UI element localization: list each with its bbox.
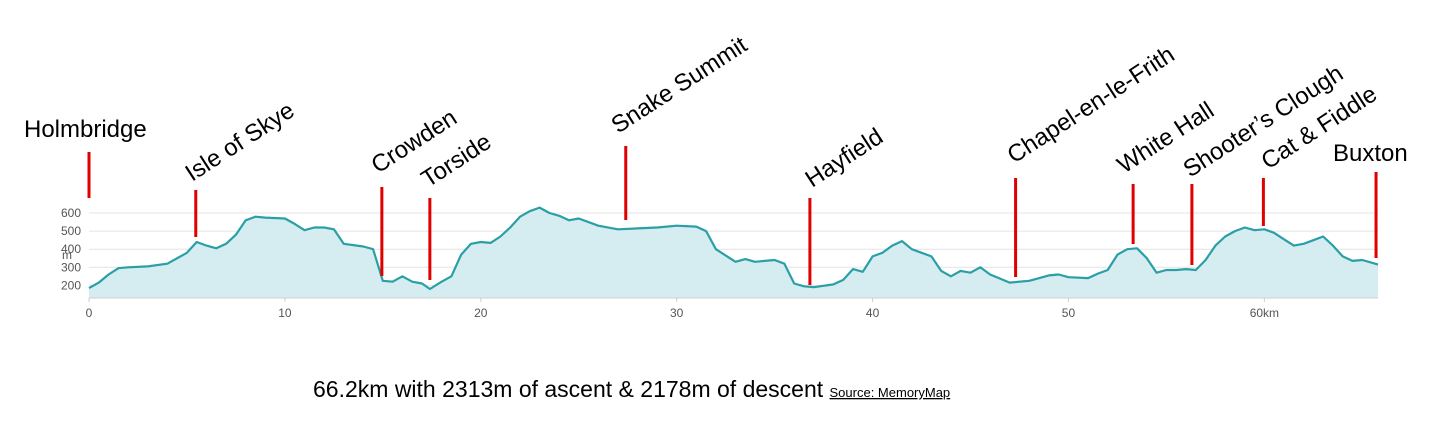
waypoint-label: Hayfield <box>801 123 888 193</box>
elevation-area <box>89 207 1378 298</box>
x-tick-label: 0 <box>86 306 93 320</box>
waypoint-label: Isle of Skye <box>181 97 300 187</box>
source: Source: MemoryMap <box>830 385 951 400</box>
caption-text: 66.2km with 2313m of ascent & 2178m of d… <box>313 376 824 402</box>
y-tick-label: 200 <box>61 278 81 292</box>
y-tick-label: 500 <box>61 224 81 238</box>
x-tick-label: 40 <box>866 306 880 320</box>
x-tick-label: 60km <box>1250 306 1279 320</box>
x-tick-label: 10 <box>278 306 292 320</box>
x-tick-label: 20 <box>474 306 488 320</box>
y-tick-label: 600 <box>61 206 81 220</box>
y-tick-label: 300 <box>61 260 81 274</box>
waypoint-label: Snake Summit <box>607 31 753 139</box>
waypoint-label: Buxton <box>1333 140 1408 167</box>
x-tick-label: 30 <box>670 306 684 320</box>
caption: 66.2km with 2313m of ascent & 2178m of d… <box>313 376 950 402</box>
x-tick-label: 50 <box>1062 306 1076 320</box>
waypoint-label: Holmbridge <box>24 116 147 143</box>
y-axis-label: m <box>62 248 72 262</box>
y-tick-label: 400 <box>61 242 81 256</box>
elevation-line <box>88 206 1379 291</box>
